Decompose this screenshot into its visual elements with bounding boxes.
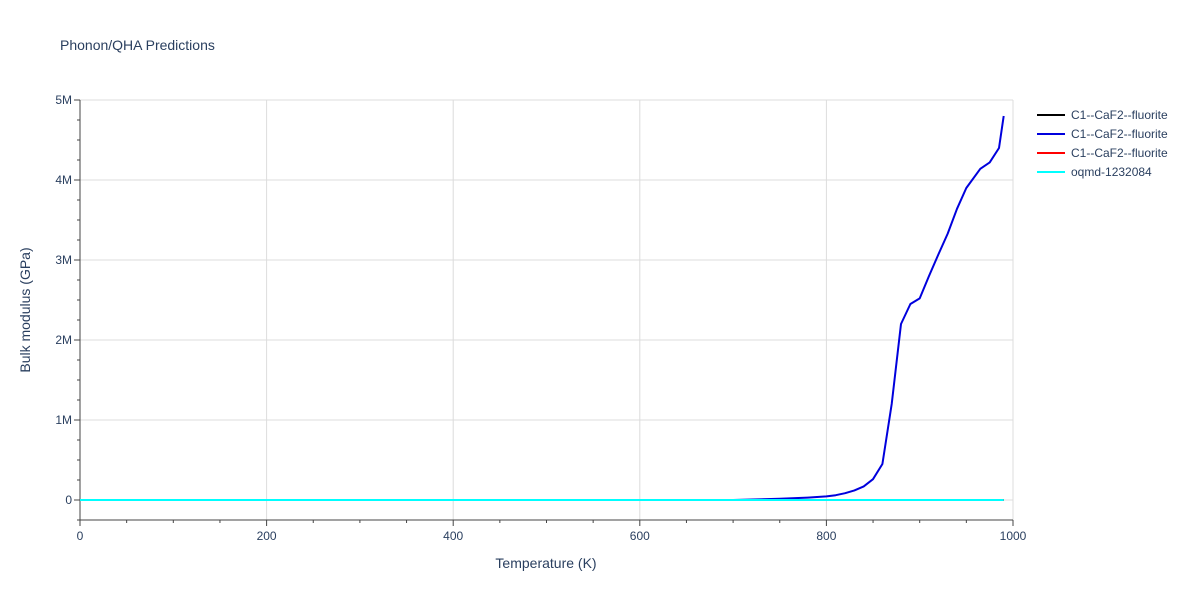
legend-label: C1--CaF2--fluorite [1071, 146, 1168, 160]
axes: 0 200 400 600 800 1000 0 1M 2M 3M 4M 5M [55, 93, 1026, 543]
x-tick-label: 1000 [1000, 529, 1027, 543]
x-tick-label: 600 [630, 529, 650, 543]
legend-item[interactable]: oqmd-1232084 [1037, 165, 1152, 179]
legend-label: C1--CaF2--fluorite [1071, 108, 1168, 122]
grid [80, 99, 1014, 520]
legend-item[interactable]: C1--CaF2--fluorite [1037, 146, 1168, 160]
x-tick-label: 200 [257, 529, 277, 543]
legend[interactable]: C1--CaF2--fluorite C1--CaF2--fluorite C1--… [1037, 108, 1168, 179]
y-tick-label: 0 [65, 493, 72, 507]
y-axis-title: Bulk modulus (GPa) [17, 247, 33, 372]
series-line-2 [80, 115, 1005, 501]
series-group [80, 115, 1005, 501]
x-tick-label: 0 [77, 529, 84, 543]
y-tick-label: 5M [55, 93, 72, 107]
x-axis-title: Temperature (K) [495, 555, 596, 571]
legend-item[interactable]: C1--CaF2--fluorite [1037, 108, 1168, 122]
legend-label: C1--CaF2--fluorite [1071, 127, 1168, 141]
legend-label: oqmd-1232084 [1071, 165, 1152, 179]
legend-item[interactable]: C1--CaF2--fluorite [1037, 127, 1168, 141]
x-tick-label: 800 [816, 529, 836, 543]
y-tick-label: 3M [55, 253, 72, 267]
y-tick-label: 4M [55, 173, 72, 187]
y-tick-label: 2M [55, 333, 72, 347]
chart-title: Phonon/QHA Predictions [60, 37, 215, 53]
y-tick-label: 1M [55, 413, 72, 427]
x-tick-label: 400 [443, 529, 463, 543]
